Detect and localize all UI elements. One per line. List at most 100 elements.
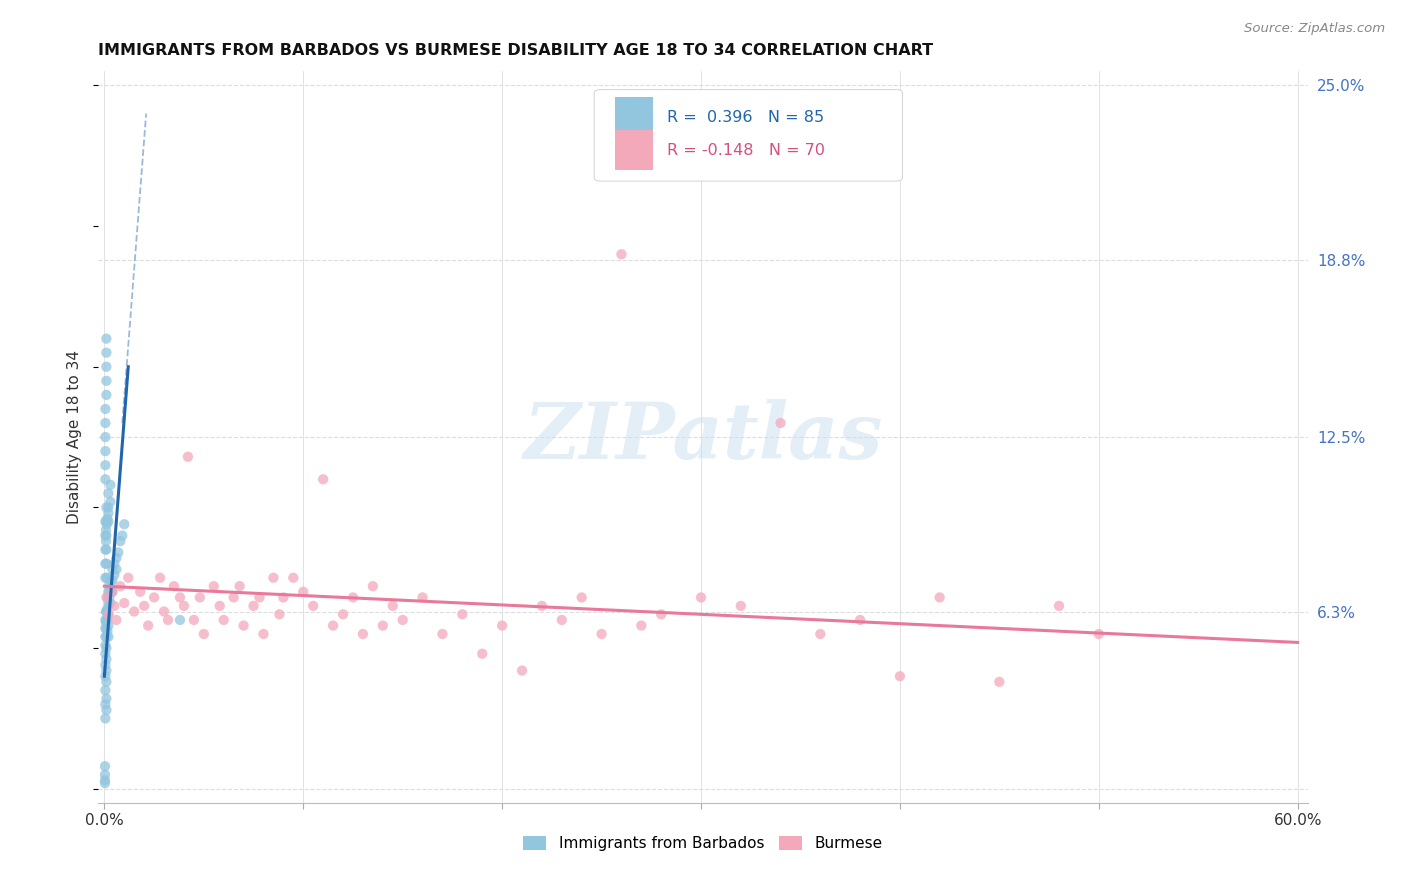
Point [149, 571, 172, 585]
Point [551, 613, 574, 627]
Point [96, 571, 118, 585]
Point [134, 599, 156, 613]
Point [97, 515, 120, 529]
Point [292, 584, 315, 599]
Point [96, 624, 118, 639]
Point [412, 591, 434, 605]
Point [96, 542, 118, 557]
Point [193, 627, 215, 641]
Point [273, 591, 295, 605]
Point [96, 388, 118, 402]
Point [471, 647, 494, 661]
Point [96, 332, 118, 346]
Point [173, 599, 195, 613]
Point [491, 618, 513, 632]
Point [110, 534, 132, 549]
Point [928, 591, 950, 605]
Point [302, 599, 325, 613]
Point [94, 605, 117, 619]
Point [97, 584, 120, 599]
Point [169, 591, 191, 605]
Point [112, 596, 135, 610]
FancyBboxPatch shape [614, 97, 654, 137]
Point [94, 615, 117, 630]
Point [101, 574, 124, 588]
Point [228, 579, 250, 593]
Point [96, 528, 118, 542]
Point [96, 652, 118, 666]
Point [98, 478, 121, 492]
Point [94, 571, 117, 585]
Point [101, 584, 124, 599]
Point [97, 618, 120, 632]
Point [94, 430, 117, 444]
Point [96, 511, 118, 525]
Point [98, 579, 121, 593]
Point [94, 630, 117, 644]
Point [96, 517, 118, 532]
Point [96, 591, 118, 605]
FancyBboxPatch shape [595, 90, 903, 181]
Point [94, 523, 117, 537]
Point [94, 776, 117, 790]
Point [96, 345, 118, 359]
Point [96, 500, 118, 515]
Point [322, 618, 344, 632]
Point [96, 374, 118, 388]
Point [96, 703, 118, 717]
Point [208, 599, 231, 613]
Point [571, 591, 593, 605]
Point [94, 647, 117, 661]
Point [96, 591, 118, 605]
Point [381, 599, 404, 613]
Point [988, 674, 1011, 689]
Point [96, 605, 118, 619]
Point [530, 599, 553, 613]
Point [283, 571, 305, 585]
Point [94, 683, 117, 698]
Point [98, 574, 121, 588]
Point [808, 627, 831, 641]
Text: R = -0.148   N = 70: R = -0.148 N = 70 [666, 143, 825, 158]
Point [96, 613, 118, 627]
Point [105, 551, 128, 566]
Point [97, 500, 120, 515]
Point [94, 698, 117, 712]
Point [97, 596, 120, 610]
Point [98, 596, 121, 610]
Point [312, 472, 335, 486]
Point [96, 664, 118, 678]
Point [98, 495, 121, 509]
Point [630, 618, 652, 632]
Point [101, 562, 124, 576]
Point [94, 416, 117, 430]
Point [129, 584, 152, 599]
Point [591, 627, 613, 641]
Point [94, 773, 117, 788]
Point [94, 472, 117, 486]
Point [157, 613, 180, 627]
Text: IMMIGRANTS FROM BARBADOS VS BURMESE DISABILITY AGE 18 TO 34 CORRELATION CHART: IMMIGRANTS FROM BARBADOS VS BURMESE DISA… [98, 43, 934, 58]
Point [242, 599, 264, 613]
Point [153, 605, 176, 619]
Point [451, 607, 474, 622]
Point [107, 545, 129, 559]
Point [96, 557, 118, 571]
Point [510, 664, 533, 678]
Point [188, 591, 211, 605]
Point [105, 613, 128, 627]
Point [96, 359, 118, 374]
Point [94, 669, 117, 683]
Point [94, 515, 117, 529]
Point [94, 444, 117, 458]
Point [97, 506, 120, 520]
Legend: Immigrants from Barbados, Burmese: Immigrants from Barbados, Burmese [517, 830, 889, 857]
Point [94, 401, 117, 416]
Point [98, 584, 121, 599]
Point [94, 458, 117, 473]
Point [94, 657, 117, 672]
Point [122, 605, 145, 619]
Point [96, 621, 118, 635]
Point [269, 607, 291, 622]
Point [94, 621, 117, 635]
